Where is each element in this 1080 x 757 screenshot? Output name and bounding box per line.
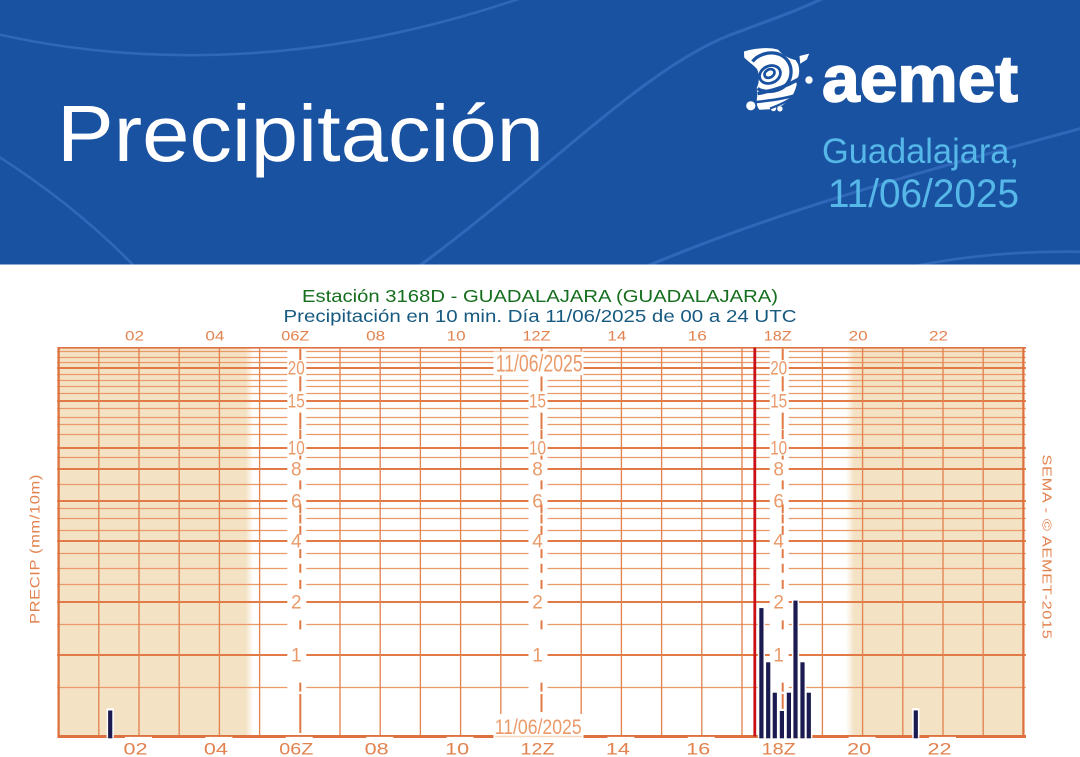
svg-text:14: 14 (607, 328, 627, 343)
svg-text:Estación 3168D - GUADALAJARA (: Estación 3168D - GUADALAJARA (GUADALAJAR… (302, 286, 778, 306)
svg-text:15: 15 (288, 391, 305, 412)
svg-text:16: 16 (688, 328, 707, 343)
svg-text:8: 8 (291, 459, 302, 480)
svg-text:aemet: aemet (822, 42, 1018, 116)
svg-text:2: 2 (532, 592, 543, 613)
svg-text:11/06/2025: 11/06/2025 (495, 715, 582, 739)
svg-text:2: 2 (773, 592, 784, 613)
svg-text:15: 15 (529, 391, 546, 412)
svg-text:02: 02 (125, 328, 144, 343)
svg-text:15: 15 (770, 391, 787, 412)
svg-text:1: 1 (773, 645, 784, 666)
svg-text:6: 6 (773, 491, 784, 512)
svg-text:18Z: 18Z (762, 739, 796, 757)
svg-text:6: 6 (532, 491, 543, 512)
svg-text:10: 10 (770, 438, 787, 459)
svg-text:10: 10 (445, 739, 469, 757)
svg-text:20: 20 (288, 358, 305, 379)
svg-text:18Z: 18Z (764, 328, 792, 343)
svg-text:20: 20 (849, 328, 868, 343)
svg-text:4: 4 (291, 531, 302, 552)
svg-text:02: 02 (124, 739, 148, 757)
svg-text:20: 20 (770, 358, 787, 379)
svg-text:08: 08 (365, 739, 389, 757)
svg-text:8: 8 (532, 459, 543, 480)
svg-text:4: 4 (773, 531, 784, 552)
svg-text:11/06/2025: 11/06/2025 (496, 351, 583, 378)
svg-text:6: 6 (291, 491, 302, 512)
svg-text:08: 08 (366, 328, 385, 343)
svg-text:2: 2 (291, 592, 302, 613)
svg-text:10: 10 (288, 438, 305, 459)
svg-text:14: 14 (606, 739, 630, 757)
svg-text:1: 1 (532, 645, 543, 666)
svg-text:20: 20 (847, 739, 871, 757)
svg-text:Precipitación: Precipitación (57, 89, 544, 178)
svg-text:04: 04 (205, 328, 225, 343)
svg-text:8: 8 (773, 459, 784, 480)
svg-text:11/06/2025: 11/06/2025 (828, 172, 1019, 216)
svg-text:4: 4 (532, 531, 543, 552)
svg-text:12Z: 12Z (521, 739, 555, 757)
svg-text:Guadalajara,: Guadalajara, (822, 132, 1019, 171)
svg-text:PRECIP (mm/10m): PRECIP (mm/10m) (28, 474, 43, 624)
svg-text:06Z: 06Z (279, 739, 313, 757)
svg-text:12Z: 12Z (523, 328, 551, 343)
svg-text:22: 22 (928, 739, 952, 757)
svg-text:SEMA - © AEMET-2015: SEMA - © AEMET-2015 (1040, 455, 1055, 640)
svg-text:16: 16 (686, 739, 710, 757)
svg-text:04: 04 (204, 739, 228, 757)
svg-text:1: 1 (291, 645, 302, 666)
svg-text:10: 10 (447, 328, 466, 343)
svg-text:Precipitación en 10 min. Día 1: Precipitación en 10 min. Día 11/06/2025 … (284, 306, 797, 326)
svg-text:10: 10 (529, 438, 546, 459)
svg-text:22: 22 (929, 328, 948, 343)
svg-text:06Z: 06Z (281, 328, 309, 343)
